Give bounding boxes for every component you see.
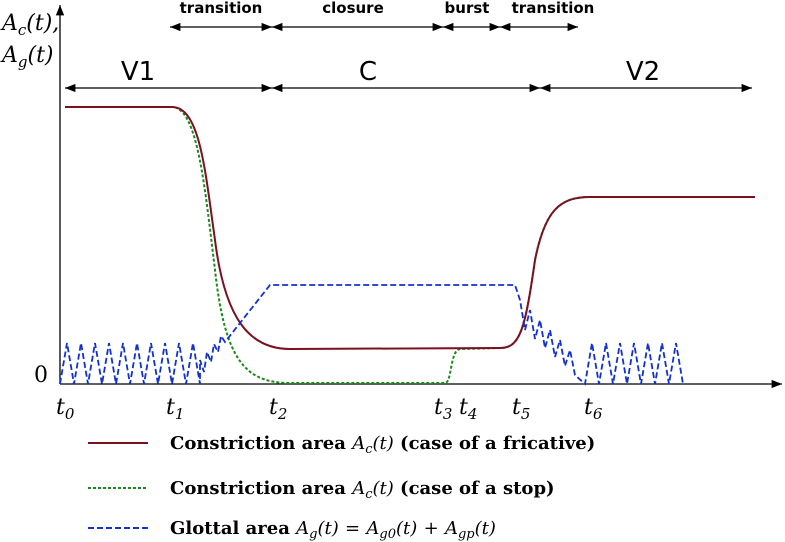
y-label: Ac(t), (0, 11, 59, 39)
fricative-curve (65, 106, 755, 351)
phase-label: transition (512, 0, 595, 17)
time-label: t2 (269, 395, 287, 423)
phase-label: burst (445, 0, 490, 17)
time-label: t1 (166, 395, 184, 423)
time-label: t4 (459, 395, 477, 423)
time-label: t6 (584, 395, 603, 423)
stop-curve (65, 106, 755, 384)
time-label: t5 (512, 395, 530, 423)
axes (55, 5, 782, 389)
phase-label: transition (180, 0, 263, 17)
phase-label: V2 (626, 57, 660, 87)
y-label: Ag(t) (0, 43, 54, 71)
time-label: t3 (434, 395, 452, 423)
legend-entry: Constriction area Ac(t) (case of a stop) (170, 478, 555, 502)
legend-entry: Glottal area Ag(t) = Ag0(t) + Agp(t) (170, 518, 496, 542)
legend-entry: Constriction area Ac(t) (case of a frica… (170, 433, 595, 457)
glottal-curve (59, 284, 684, 386)
phase-label: closure (322, 0, 384, 17)
time-label: t0 (56, 395, 75, 423)
phase-label: V1 (121, 57, 155, 87)
phase-label: C (359, 57, 377, 87)
zero-label: 0 (34, 363, 48, 388)
